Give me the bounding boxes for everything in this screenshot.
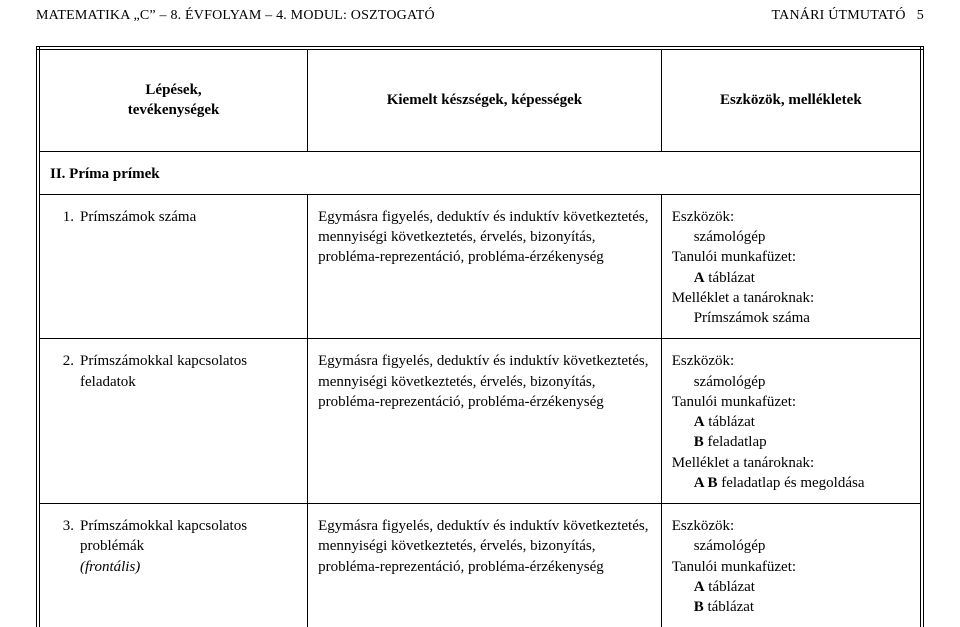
section-row: II. Príma prímek bbox=[38, 151, 922, 194]
table-row: 2. Prímszámokkal kapcsolatos feladatok E… bbox=[38, 339, 922, 504]
tools-cell: Eszközök:számológépTanulói munkafüzet:A … bbox=[661, 194, 922, 339]
step-cell: 3. Prímszámokkal kapcsolatos problémák (… bbox=[38, 504, 308, 627]
skills-cell: Egymásra figyelés, deduktív és induktív … bbox=[308, 504, 662, 627]
header-left: MATEMATIKA „C” – 8. ÉVFOLYAM – 4. MODUL:… bbox=[36, 8, 435, 24]
step-cell: 1. Prímszámok száma bbox=[38, 194, 308, 339]
step-title: Prímszámok száma bbox=[80, 209, 196, 225]
tools-cell: Eszközök:számológépTanulói munkafüzet:A … bbox=[661, 339, 922, 504]
col-header-tools: Eszközök, mellékletek bbox=[661, 48, 922, 151]
step-number: 3. bbox=[50, 516, 80, 577]
col-header-skills: Kiemelt készségek, képességek bbox=[308, 48, 662, 151]
table-header-row: Lépések, tevékenységek Kiemelt készségek… bbox=[38, 48, 922, 151]
lesson-table: Lépések, tevékenységek Kiemelt készségek… bbox=[36, 46, 924, 627]
step-number: 2. bbox=[50, 351, 80, 392]
col-header-steps: Lépések, tevékenységek bbox=[38, 48, 308, 151]
skills-cell: Egymásra figyelés, deduktív és induktív … bbox=[308, 339, 662, 504]
tools-cell: Eszközök:számológépTanulói munkafüzet:A … bbox=[661, 504, 922, 627]
header-right: TANÁRI ÚTMUTATÓ 5 bbox=[772, 8, 924, 24]
skills-cell: Egymásra figyelés, deduktív és induktív … bbox=[308, 194, 662, 339]
col-header-steps-line1: Lépések, bbox=[145, 82, 201, 98]
table-row: 1. Prímszámok száma Egymásra figyelés, d… bbox=[38, 194, 922, 339]
step-title: Prímszámokkal kapcsolatos problémák bbox=[80, 518, 247, 554]
page-header: MATEMATIKA „C” – 8. ÉVFOLYAM – 4. MODUL:… bbox=[36, 8, 924, 24]
step-subtitle: (frontális) bbox=[80, 559, 140, 575]
section-title: II. Príma prímek bbox=[38, 151, 922, 194]
step-number: 1. bbox=[50, 207, 80, 227]
table-row: 3. Prímszámokkal kapcsolatos problémák (… bbox=[38, 504, 922, 627]
header-right-label: TANÁRI ÚTMUTATÓ bbox=[772, 8, 906, 23]
header-page-number: 5 bbox=[917, 8, 924, 23]
step-title: Prímszámokkal kapcsolatos feladatok bbox=[80, 353, 247, 389]
step-cell: 2. Prímszámokkal kapcsolatos feladatok bbox=[38, 339, 308, 504]
col-header-steps-line2: tevékenységek bbox=[128, 102, 220, 118]
